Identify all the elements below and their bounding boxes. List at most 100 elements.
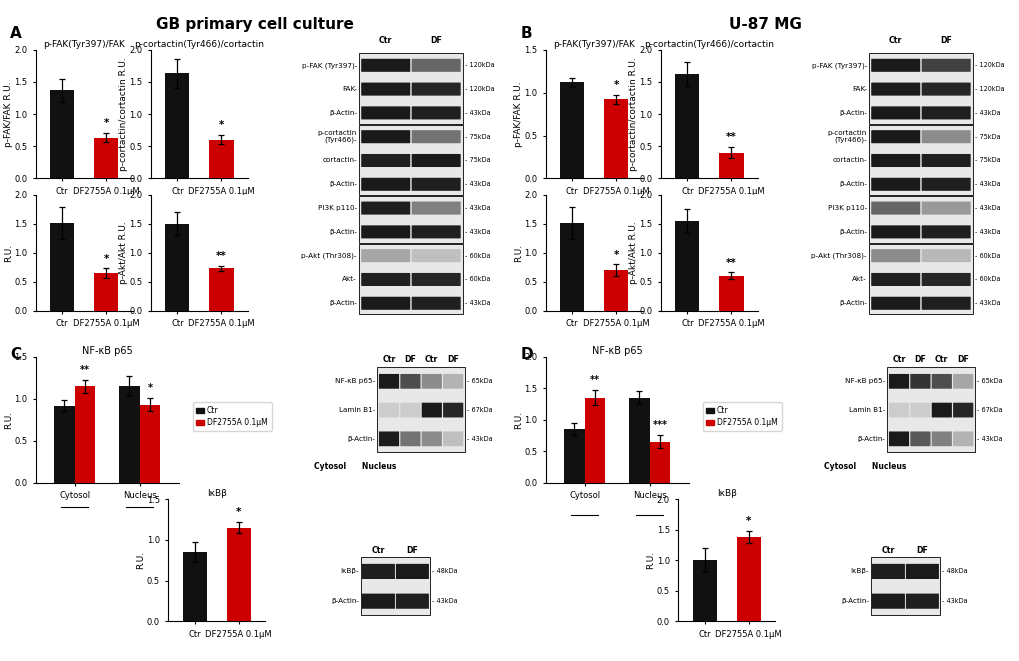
Y-axis label: R.U.: R.U. <box>514 410 523 429</box>
Bar <box>359 244 463 314</box>
FancyBboxPatch shape <box>871 594 904 609</box>
FancyBboxPatch shape <box>952 374 972 389</box>
Text: Akt-: Akt- <box>342 276 357 282</box>
X-axis label: PI3K p110: PI3K p110 <box>63 198 105 208</box>
FancyBboxPatch shape <box>921 178 970 191</box>
Text: Cytosol      Nucleus: Cytosol Nucleus <box>314 462 396 471</box>
FancyBboxPatch shape <box>379 374 398 389</box>
FancyBboxPatch shape <box>412 154 461 167</box>
Text: - 43kDa: - 43kDa <box>974 300 1000 306</box>
Bar <box>359 196 463 243</box>
Bar <box>559 223 584 311</box>
Text: - 65kDa: - 65kDa <box>467 378 492 384</box>
FancyBboxPatch shape <box>921 297 970 310</box>
Text: FAK-: FAK- <box>851 86 866 92</box>
Text: cortactin-: cortactin- <box>832 157 866 163</box>
Text: β-Actin-: β-Actin- <box>857 436 884 442</box>
FancyBboxPatch shape <box>921 83 970 96</box>
Text: β-Actin-: β-Actin- <box>839 110 866 116</box>
FancyBboxPatch shape <box>905 594 938 609</box>
Text: DF: DF <box>430 36 441 45</box>
Y-axis label: R.U.: R.U. <box>646 551 655 569</box>
Title: p-FAK(Tyr397)/FAK: p-FAK(Tyr397)/FAK <box>552 40 635 49</box>
Text: - 43kDa: - 43kDa <box>465 181 490 187</box>
FancyBboxPatch shape <box>889 432 908 446</box>
Bar <box>140 405 160 483</box>
Title: NF-κB p65: NF-κB p65 <box>82 346 132 356</box>
Text: - 43kDa: - 43kDa <box>974 181 1000 187</box>
Title: p-FAK(Tyr397)/FAK: p-FAK(Tyr397)/FAK <box>43 40 125 49</box>
Bar <box>736 537 760 621</box>
FancyBboxPatch shape <box>921 273 970 286</box>
Text: Ctr: Ctr <box>382 355 395 364</box>
Text: - 43kDa: - 43kDa <box>465 300 490 306</box>
Y-axis label: R.U.: R.U. <box>4 244 13 262</box>
Title: IκBβ: IκBβ <box>716 489 736 498</box>
Y-axis label: p-cortactin/cortactin R.U.: p-cortactin/cortactin R.U. <box>629 57 638 171</box>
Text: - 60kDa: - 60kDa <box>465 276 490 282</box>
Bar <box>584 398 605 483</box>
Text: *: * <box>103 118 109 128</box>
Legend: Ctr, DF2755A 0.1μM: Ctr, DF2755A 0.1μM <box>702 402 781 431</box>
Bar <box>377 367 465 451</box>
Bar <box>209 268 233 311</box>
Text: D: D <box>520 347 532 362</box>
FancyBboxPatch shape <box>361 225 410 239</box>
Text: - 120kDa: - 120kDa <box>465 86 494 92</box>
Text: Ctr: Ctr <box>880 545 895 555</box>
Bar <box>209 140 233 178</box>
Bar <box>559 82 584 178</box>
Text: PI3K p110-: PI3K p110- <box>827 205 866 211</box>
Bar <box>868 54 972 124</box>
FancyBboxPatch shape <box>412 202 461 215</box>
Text: - 120kDa: - 120kDa <box>465 62 494 68</box>
Text: GB primary cell culture: GB primary cell culture <box>156 17 354 32</box>
Bar <box>870 557 940 615</box>
FancyBboxPatch shape <box>921 154 970 167</box>
FancyBboxPatch shape <box>361 178 410 191</box>
FancyBboxPatch shape <box>361 273 410 286</box>
Text: - 43kDa: - 43kDa <box>467 436 492 442</box>
Text: - 43kDa: - 43kDa <box>465 110 490 116</box>
Y-axis label: R.U.: R.U. <box>4 410 13 429</box>
Bar <box>603 99 628 178</box>
Text: B: B <box>520 26 531 42</box>
FancyBboxPatch shape <box>361 249 410 262</box>
Text: *: * <box>612 80 619 90</box>
Text: - 75kDa: - 75kDa <box>974 134 1000 139</box>
Text: Lamin B1-: Lamin B1- <box>338 407 375 413</box>
Text: - 60kDa: - 60kDa <box>465 253 490 258</box>
Text: - 48kDa: - 48kDa <box>431 568 457 574</box>
FancyBboxPatch shape <box>870 154 919 167</box>
Text: β-Actin-: β-Actin- <box>841 598 868 604</box>
Text: cortactin-: cortactin- <box>322 157 357 163</box>
Text: p-cortactin
(Tyr466)-: p-cortactin (Tyr466)- <box>318 130 357 143</box>
Text: - 43kDa: - 43kDa <box>976 436 1002 442</box>
Text: - 43kDa: - 43kDa <box>974 229 1000 235</box>
Bar <box>603 270 628 311</box>
Bar <box>94 138 118 178</box>
Y-axis label: p-FAK/FAK R.U.: p-FAK/FAK R.U. <box>514 81 523 147</box>
Bar <box>118 386 140 483</box>
FancyBboxPatch shape <box>412 249 461 262</box>
FancyBboxPatch shape <box>362 594 394 609</box>
FancyBboxPatch shape <box>442 403 463 418</box>
Bar <box>675 221 699 311</box>
FancyBboxPatch shape <box>909 403 929 418</box>
Y-axis label: R.U.: R.U. <box>514 244 523 262</box>
Text: - 65kDa: - 65kDa <box>976 378 1002 384</box>
Text: PI3K p110-: PI3K p110- <box>318 205 357 211</box>
FancyBboxPatch shape <box>870 59 919 72</box>
FancyBboxPatch shape <box>361 106 410 120</box>
Text: **: ** <box>216 251 226 261</box>
Bar <box>165 73 190 178</box>
Title: NF-κB p65: NF-κB p65 <box>591 346 642 356</box>
Bar <box>868 244 972 314</box>
FancyBboxPatch shape <box>905 564 938 579</box>
FancyBboxPatch shape <box>379 403 398 418</box>
Text: p-cortactin
(Tyr466)-: p-cortactin (Tyr466)- <box>827 130 866 143</box>
Bar <box>649 442 669 483</box>
Bar <box>628 398 649 483</box>
Bar <box>359 125 463 195</box>
FancyBboxPatch shape <box>361 83 410 96</box>
